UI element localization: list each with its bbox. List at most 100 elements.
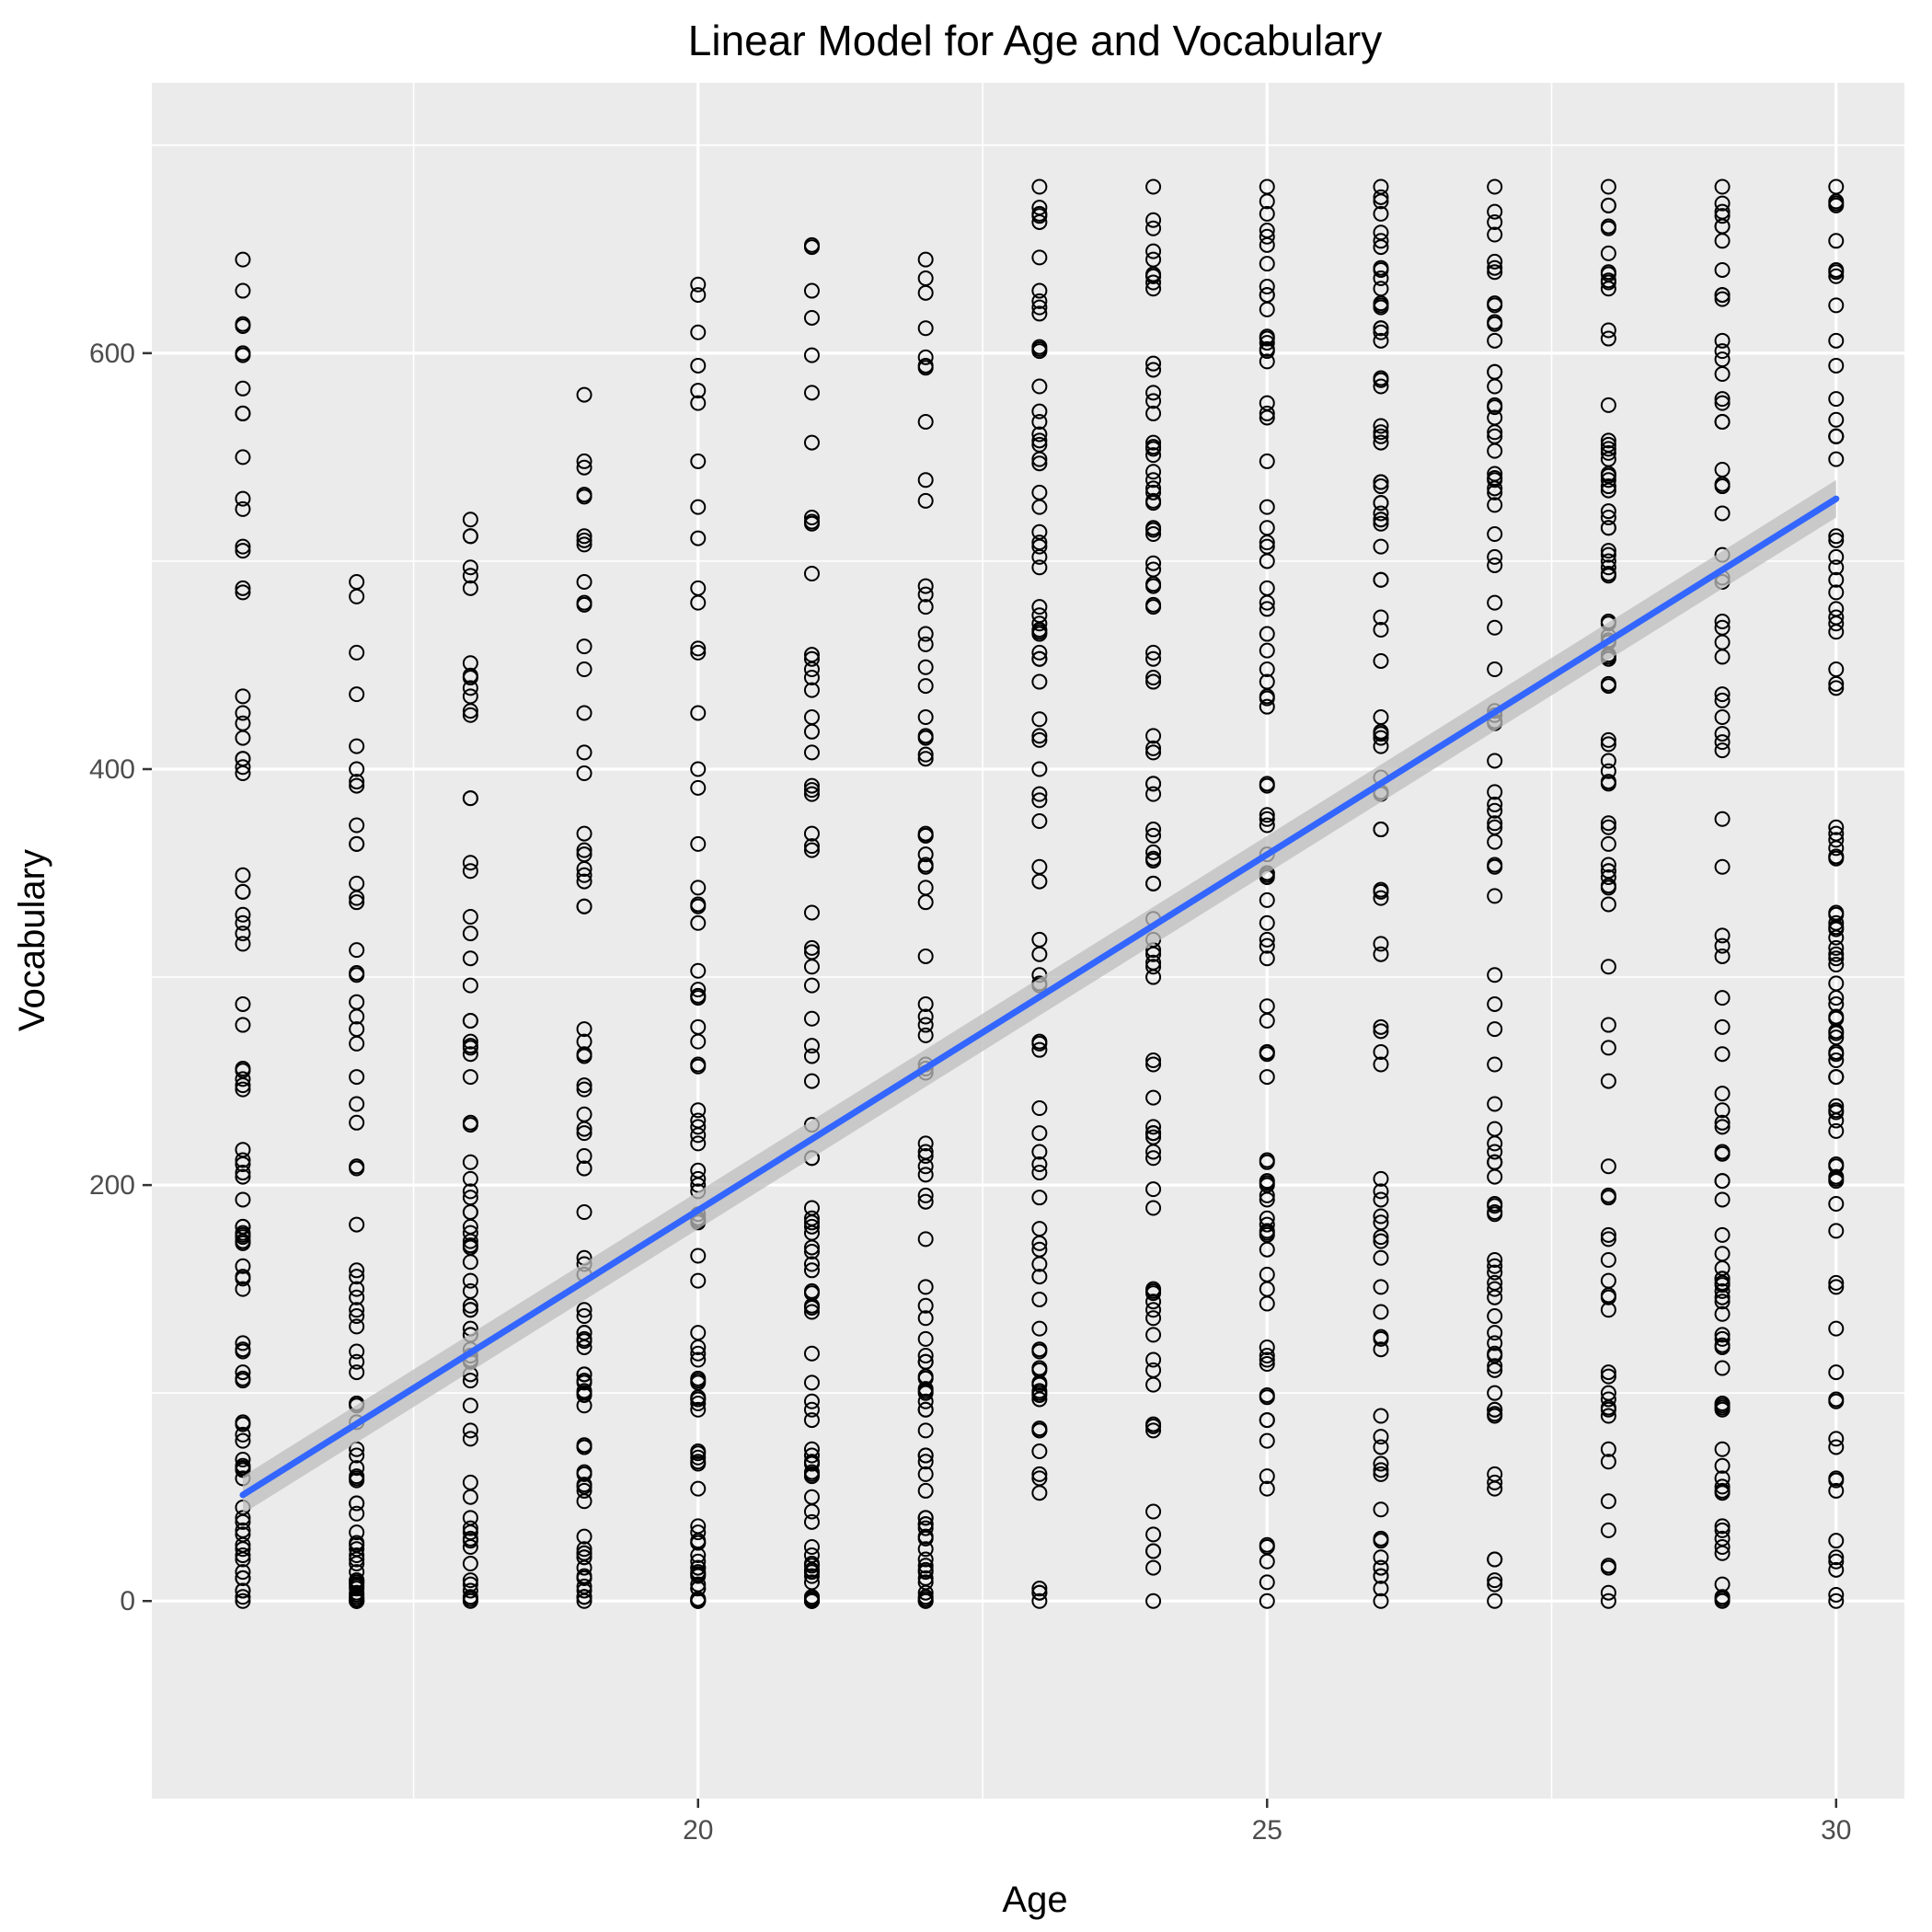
data-point: [803, 1401, 820, 1418]
data-point: [917, 1135, 934, 1152]
data-point: [1600, 863, 1616, 880]
data-point: [1714, 613, 1731, 629]
data-point: [1487, 213, 1503, 230]
data-point: [803, 1393, 820, 1409]
data-point: [349, 1021, 365, 1038]
data-point: [690, 1395, 707, 1411]
data-point: [1714, 937, 1731, 954]
data-point: [1145, 355, 1162, 372]
data-point: [1487, 1308, 1503, 1325]
data-point: [1600, 1391, 1616, 1408]
data-point: [690, 640, 707, 657]
data-point: [1600, 281, 1616, 297]
data-point: [1600, 330, 1616, 347]
data-point: [1031, 607, 1048, 624]
data-point: [235, 1432, 251, 1449]
data-point: [1259, 1536, 1275, 1553]
data-point: [803, 1285, 820, 1302]
data-point: [917, 413, 934, 430]
data-point: [690, 1351, 707, 1368]
data-point: [576, 1366, 592, 1383]
data-point: [1259, 777, 1275, 794]
data-point: [1600, 322, 1616, 339]
data-point: [576, 536, 592, 553]
data-point: [1714, 218, 1731, 235]
data-point: [1031, 299, 1048, 316]
data-point: [1145, 522, 1162, 538]
data-point: [349, 994, 365, 1010]
data-point: [1373, 189, 1389, 205]
data-point: [1714, 291, 1731, 307]
data-point: [803, 825, 820, 842]
data-point: [1259, 1389, 1275, 1406]
data-point: [235, 1564, 251, 1581]
data-point: [1373, 512, 1389, 528]
data-point: [349, 1468, 365, 1485]
data-point: [1714, 948, 1731, 964]
data-point: [1145, 1543, 1162, 1559]
data-point: [1259, 178, 1275, 195]
data-point: [1373, 622, 1389, 638]
data-point: [1714, 461, 1731, 477]
data-point: [1487, 557, 1503, 573]
data-point: [1145, 1285, 1162, 1302]
data-point: [462, 1556, 478, 1572]
data-point: [690, 383, 707, 399]
data-point: [576, 1541, 592, 1558]
data-point: [462, 1154, 478, 1170]
data-point: [1828, 1533, 1845, 1549]
data-point: [235, 1513, 251, 1530]
data-point: [235, 1156, 251, 1173]
data-point: [1031, 1041, 1048, 1058]
data-point: [1031, 731, 1048, 748]
data-point: [1145, 1327, 1162, 1343]
data-point: [1031, 1466, 1048, 1482]
data-point: [1714, 1018, 1731, 1035]
data-point: [1714, 332, 1731, 349]
data-point: [462, 1572, 478, 1589]
data-point: [1828, 1052, 1845, 1068]
data-point: [1145, 822, 1162, 838]
data-point: [690, 1248, 707, 1264]
data-point: [1145, 447, 1162, 464]
data-point: [1828, 391, 1845, 408]
data-point: [1714, 1046, 1731, 1063]
data-point: [1259, 1173, 1275, 1190]
data-point: [1828, 1195, 1845, 1212]
data-point: [1145, 959, 1162, 975]
data-point: [1145, 650, 1162, 667]
data-point: [1031, 432, 1048, 449]
data-point: [349, 1547, 365, 1564]
data-point: [1259, 626, 1275, 642]
data-point: [576, 1106, 592, 1122]
data-point: [1600, 274, 1616, 291]
data-point: [1600, 503, 1616, 520]
data-point: [1259, 601, 1275, 617]
data-point: [235, 1536, 251, 1553]
data-point: [1373, 478, 1389, 495]
data-point: [1487, 1252, 1503, 1269]
data-point: [803, 939, 820, 956]
data-point: [462, 1170, 478, 1187]
data-point: [1373, 259, 1389, 276]
data-point: [1828, 929, 1845, 946]
data-point: [462, 559, 478, 576]
data-point: [690, 453, 707, 469]
data-point: [1031, 786, 1048, 802]
data-point: [1259, 405, 1275, 421]
data-point: [1714, 1102, 1731, 1119]
data-point: [1373, 822, 1389, 838]
data-point: [576, 1466, 592, 1482]
data-point: [690, 896, 707, 913]
data-point: [235, 1335, 251, 1351]
data-point: [462, 1422, 478, 1439]
data-point: [1259, 256, 1275, 272]
data-point: [1373, 233, 1389, 249]
data-point: [1714, 726, 1731, 742]
data-point: [1145, 1052, 1162, 1068]
data-point: [1259, 520, 1275, 536]
data-point: [690, 1401, 707, 1418]
data-point: [235, 1233, 251, 1249]
data-point: [349, 1281, 365, 1297]
data-point: [1714, 343, 1731, 360]
